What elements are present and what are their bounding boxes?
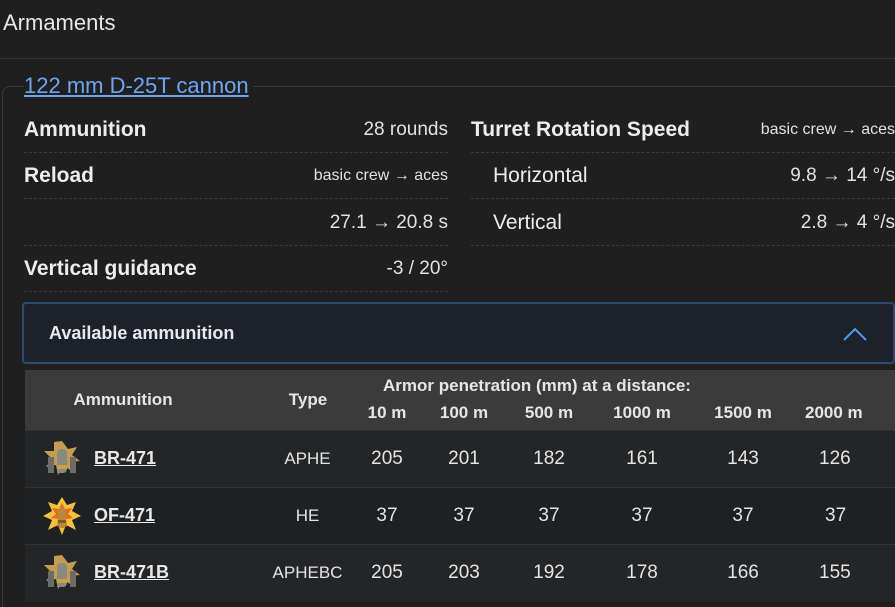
penetration-value: 37 [691, 486, 795, 544]
stat-label: Reload [24, 163, 95, 187]
penetration-value: 37 [795, 486, 895, 544]
penetration-value: 201 [423, 429, 505, 487]
penetration-value: 143 [691, 429, 795, 487]
ammo-type: HE [251, 486, 351, 544]
table-row: OF-471 HE 37 37 37 37 37 37 [25, 486, 895, 544]
penetration-value: 37 [593, 486, 691, 544]
stat-row-turret-rotation: Turret Rotation Speed basic crew → aces [471, 107, 895, 153]
title-divider [0, 58, 895, 59]
ammo-type: APHEBC [251, 543, 351, 601]
table-row: BR-471 APHE 205 201 182 161 143 126 [25, 429, 895, 487]
penetration-value: 166 [691, 543, 795, 601]
available-ammunition-toggle[interactable]: Available ammunition [22, 302, 895, 364]
he-shell-icon [43, 496, 81, 535]
penetration-value: 37 [423, 486, 505, 544]
col-header-ammunition: Ammunition [25, 370, 251, 430]
weapon-link[interactable]: 122 mm D-25T cannon [24, 73, 253, 99]
available-ammunition-section: Available ammunition Ammunition Type Arm… [22, 302, 895, 602]
col-header-distance: 10 m [351, 396, 423, 430]
penetration-value: 37 [505, 486, 593, 544]
stat-value: 27.1 → 20.8 s [329, 211, 448, 233]
stat-label: Vertical [493, 210, 562, 234]
ammo-name-link[interactable]: BR-471B [94, 562, 170, 582]
stat-row-vertical-guidance: Vertical guidance -3 / 20° [24, 246, 448, 292]
penetration-value: 205 [351, 429, 423, 487]
weapon-panel [2, 86, 895, 607]
col-header-distance: 1500 m [691, 396, 795, 430]
accordion-title: Available ammunition [49, 323, 235, 343]
penetration-value: 182 [505, 429, 593, 487]
ammunition-table: Ammunition Type Armor penetration (mm) a… [25, 370, 895, 601]
penetration-value: 205 [351, 543, 423, 601]
penetration-value: 126 [795, 429, 895, 487]
ammo-type: APHE [251, 429, 351, 487]
col-header-distance: 100 m [423, 396, 505, 430]
section-title: Armaments [3, 10, 116, 35]
penetration-value: 155 [795, 543, 895, 601]
stat-label: Horizontal [493, 163, 588, 187]
penetration-value: 161 [593, 429, 691, 487]
col-header-type: Type [251, 370, 351, 430]
col-header-penetration: Armor penetration (mm) at a distance: [351, 370, 895, 396]
col-header-distance: 500 m [505, 396, 593, 430]
penetration-value: 37 [351, 486, 423, 544]
col-header-distance: 2000 m [795, 396, 895, 430]
stat-label: Ammunition [24, 117, 147, 141]
stat-row-reload: Reload basic crew → aces [24, 153, 448, 199]
table-row: BR-471B APHEBC 205 203 192 178 166 155 [25, 543, 895, 601]
stat-value: -3 / 20° [386, 257, 448, 279]
ap-shell-icon [44, 554, 80, 589]
col-header-distance: 1000 m [593, 396, 691, 430]
ammo-name-link[interactable]: BR-471 [94, 448, 157, 468]
stat-row-vertical: Vertical 2.8 → 4 °/s [471, 200, 895, 246]
ammo-name-link[interactable]: OF-471 [94, 505, 156, 525]
chevron-up-icon[interactable] [841, 324, 869, 344]
penetration-value: 178 [593, 543, 691, 601]
stat-row-reload-time: 27.1 → 20.8 s [24, 200, 448, 246]
penetration-value: 192 [505, 543, 593, 601]
stat-label: Turret Rotation Speed [471, 117, 690, 141]
stat-value: 2.8 → 4 °/s [800, 211, 895, 233]
ap-shell-icon [44, 440, 80, 475]
stat-value: 9.8 → 14 °/s [790, 164, 895, 186]
stat-value: basic crew → aces [313, 166, 448, 184]
stat-value: basic crew → aces [760, 120, 895, 138]
stat-value: 28 rounds [363, 118, 448, 140]
stat-row-horizontal: Horizontal 9.8 → 14 °/s [471, 153, 895, 199]
stat-row-ammunition: Ammunition 28 rounds [24, 107, 448, 153]
penetration-value: 203 [423, 543, 505, 601]
stat-label: Vertical guidance [24, 256, 197, 280]
